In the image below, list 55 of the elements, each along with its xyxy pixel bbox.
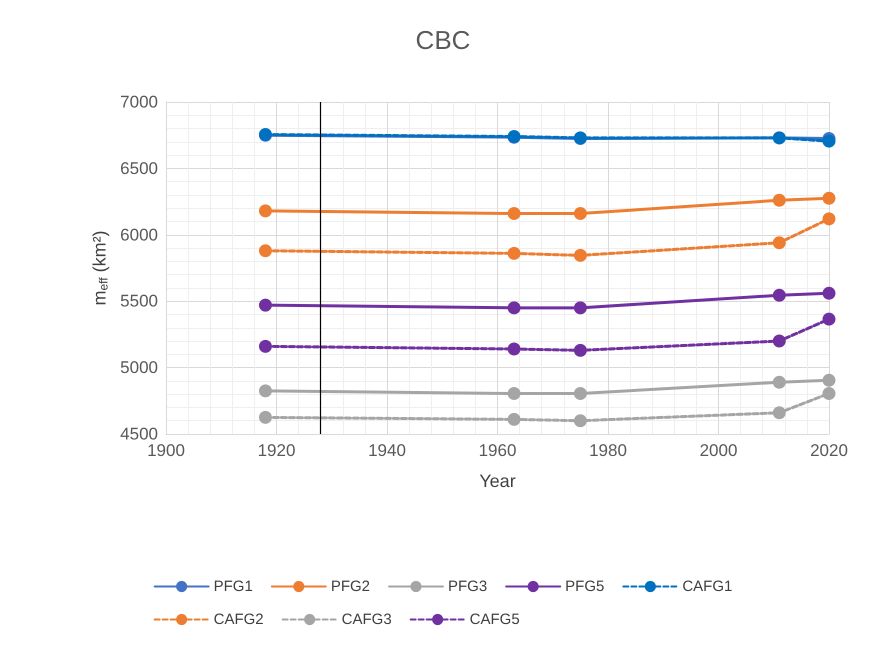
point [822,286,836,300]
point [508,301,521,314]
point [772,194,786,207]
point [574,207,587,220]
legend-label: PFG1 [214,578,253,595]
point [508,207,521,220]
point [574,387,587,400]
y-axis-title: meff (km²) [89,230,110,306]
point [822,134,836,148]
point [258,204,272,218]
point [822,387,836,400]
x-tick-label: 1900 [147,441,185,460]
y-tick-label: 7000 [120,92,158,112]
legend-label: PFG3 [448,578,488,595]
legend-label: PFG5 [565,578,604,595]
point [508,246,521,260]
x-tick-label: 2000 [700,441,738,460]
legend-label: CAFG1 [682,578,732,595]
x-tick-label: 1960 [478,441,516,460]
chart-title: CBC [416,25,470,55]
x-tick-label: 1980 [589,441,627,460]
point [574,248,587,262]
legend-label: PFG2 [330,578,370,595]
point [822,312,836,326]
point [258,410,272,424]
legend-label: CAFG2 [214,611,264,628]
x-tick-label: 1940 [368,441,406,460]
point [508,412,521,426]
point [574,414,587,428]
legend-label: CAFG5 [470,611,520,628]
point [822,212,836,226]
point [822,374,836,387]
point [772,288,786,302]
y-tick-label: 6000 [120,225,158,244]
x-tick-label: 2020 [810,441,848,460]
y-tick-label: 5000 [120,358,158,378]
point [772,236,786,250]
point [772,376,786,389]
point [258,384,272,398]
point [258,340,272,353]
point [574,344,587,357]
x-axis-title: Year [479,471,516,491]
point [258,298,272,312]
y-tick-label: 5500 [120,292,158,311]
point [772,334,786,348]
y-tick-label: 6500 [120,158,158,178]
point [772,406,786,420]
x-tick-label: 1920 [258,441,296,460]
point [822,192,836,205]
legend-label: CAFG3 [342,611,392,628]
point [508,387,521,400]
y-tick-label: 4500 [120,424,158,444]
point [574,301,587,314]
point [258,244,272,258]
point [508,342,521,356]
